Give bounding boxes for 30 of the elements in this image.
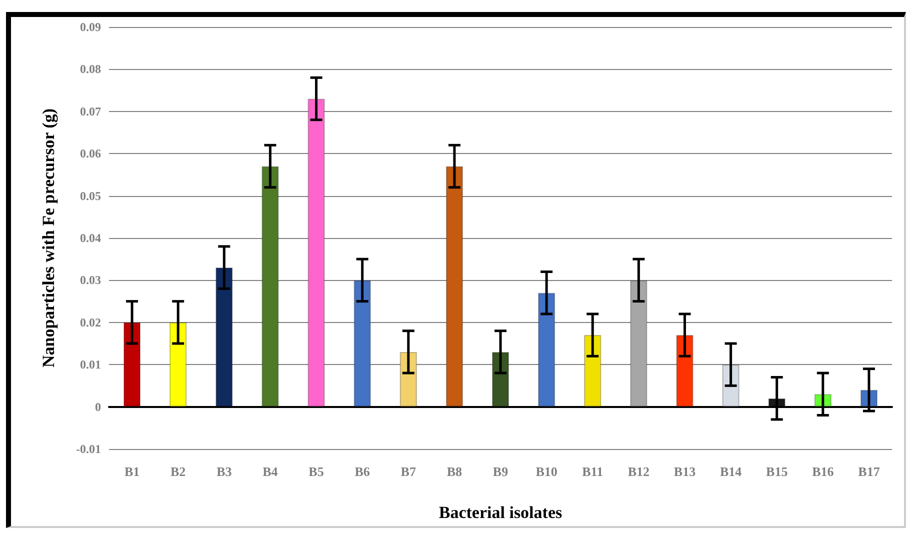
x-tick-label: B3: [216, 464, 232, 479]
x-tick-label: B1: [124, 464, 140, 479]
x-tick-label: B12: [628, 464, 650, 479]
y-tick-label: 0.09: [80, 20, 101, 34]
y-tick-label: 0.05: [80, 188, 101, 203]
x-tick-label: B5: [308, 464, 324, 479]
x-axis-title: Bacterial isolates: [438, 503, 562, 522]
y-tick-label: 0.04: [80, 231, 101, 245]
x-tick-label: B16: [812, 464, 834, 479]
y-tick-label: 0.02: [80, 315, 101, 330]
x-tick-label: B15: [766, 464, 788, 479]
x-tick-label: B8: [446, 464, 463, 479]
y-tick-label: 0.01: [80, 358, 101, 372]
x-tick-label: B4: [262, 464, 278, 479]
x-tick-label: B2: [170, 464, 186, 479]
x-tick-label: B6: [354, 464, 370, 479]
x-tick-label: B9: [492, 464, 509, 479]
y-tick-label: 0.07: [80, 104, 101, 118]
y-axis-title: Nanoparticles with Fe precursor (g): [39, 108, 58, 368]
x-tick-label: B17: [858, 464, 880, 479]
x-tick-label: B11: [582, 464, 604, 479]
y-tick-label: 0.06: [80, 146, 101, 161]
y-tick-label: 0: [95, 400, 101, 414]
y-tick-label: 0.03: [80, 273, 101, 288]
y-tick-label: -0.01: [76, 442, 101, 456]
x-tick-label: B14: [720, 464, 742, 479]
y-tick-label: 0.08: [80, 62, 101, 76]
x-tick-label: B13: [674, 464, 696, 479]
x-tick-label: B7: [400, 464, 416, 479]
x-tick-label: B10: [536, 464, 558, 479]
